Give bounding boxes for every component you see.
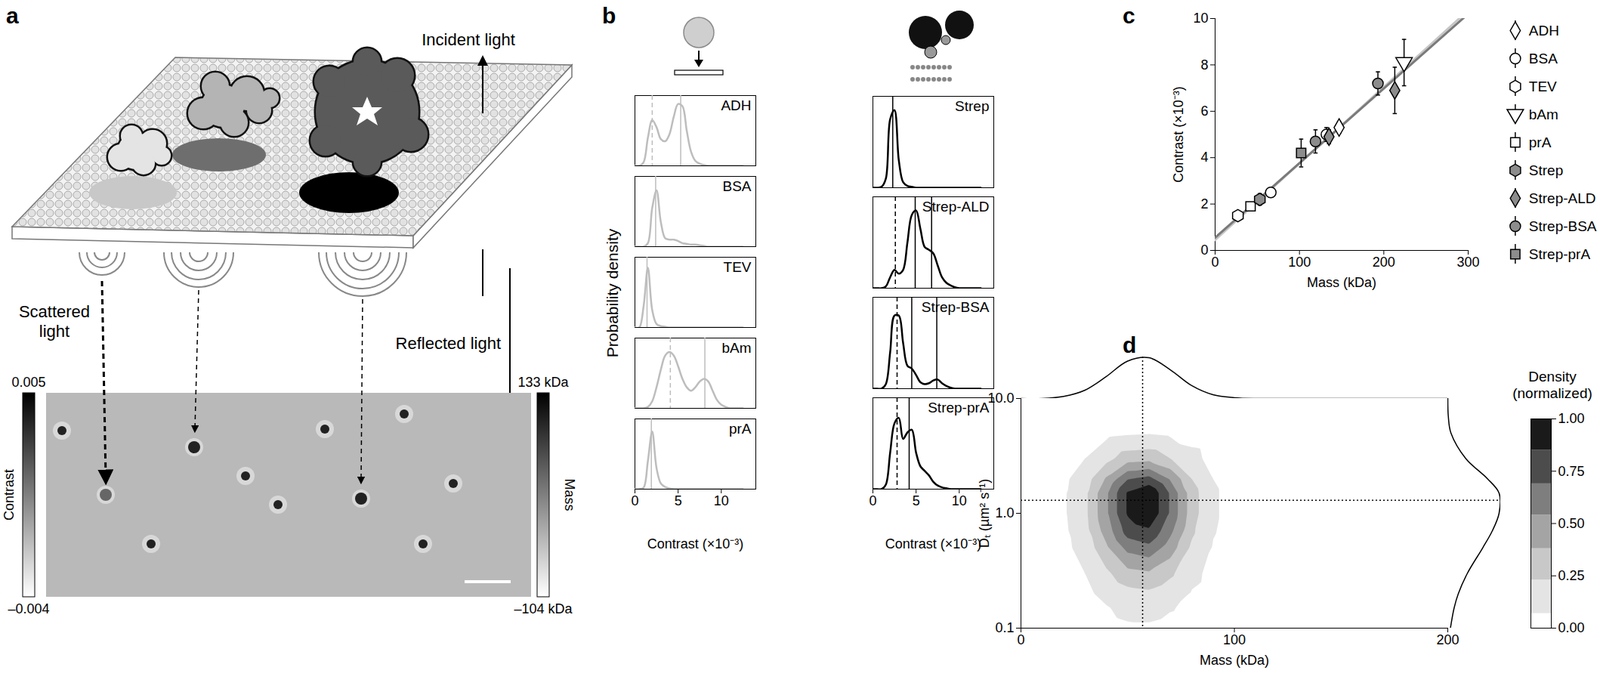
html-text:b: b [602,3,616,28]
svg-text:ADH: ADH [720,97,751,114]
svg-text:BSA: BSA [722,178,751,195]
svg-text:Strep: Strep [954,98,989,115]
svg-text:Strep-prA: Strep-prA [927,399,990,416]
svg-text:Mass (kDa): Mass (kDa) [1199,652,1270,668]
svg-text:5: 5 [674,493,683,509]
svg-text:0: 0 [868,493,877,509]
svg-text:10: 10 [1192,10,1208,26]
svg-text:Reflected light: Reflected light [395,333,501,353]
svg-text:prA: prA [1528,134,1552,151]
svg-text:TEV: TEV [1528,78,1557,95]
svg-text:Probability density: Probability density [603,228,621,358]
svg-text:10.0: 10.0 [987,390,1014,406]
svg-text:0.75: 0.75 [1558,463,1585,479]
svg-text:ADH: ADH [1528,22,1560,39]
svg-text:100: 100 [1223,632,1246,648]
svg-text:Strep-ALD: Strep-ALD [922,198,990,215]
svg-text:100: 100 [1288,254,1311,270]
svg-text:133 kDa: 133 kDa [517,374,569,390]
svg-text:5: 5 [912,493,921,509]
svg-text:–104 kDa: –104 kDa [513,601,573,617]
svg-text:light: light [39,321,70,341]
svg-text:200: 200 [1436,632,1459,648]
svg-text:2: 2 [1200,196,1208,212]
svg-text:200: 200 [1372,254,1396,270]
svg-text:Strep-prA: Strep-prA [1528,246,1591,263]
svg-text:Dₜ (µm² s⁻¹): Dₜ (µm² s⁻¹) [976,478,992,548]
svg-text:Incident light: Incident light [421,30,516,50]
svg-text:Scattered: Scattered [18,302,90,322]
svg-text:bAm: bAm [1528,106,1559,123]
svg-text:–0.004: –0.004 [7,601,50,617]
svg-text:0: 0 [1016,632,1025,648]
svg-text:Contrast (×10⁻³): Contrast (×10⁻³) [1170,86,1187,183]
svg-text:8: 8 [1200,57,1208,73]
svg-text:TEV: TEV [723,259,752,275]
svg-text:Contrast (×10⁻³): Contrast (×10⁻³) [647,536,745,552]
svg-text:Strep: Strep [1528,162,1563,179]
svg-text:Strep-BSA: Strep-BSA [1528,218,1597,235]
svg-text:0: 0 [1210,254,1219,270]
svg-text:10: 10 [951,493,967,509]
html-text:a: a [6,3,19,28]
svg-text:0.1: 0.1 [994,620,1014,636]
svg-text:0: 0 [630,493,639,509]
svg-text:300: 300 [1456,254,1480,270]
svg-text:4: 4 [1200,149,1208,165]
svg-text:Strep-ALD: Strep-ALD [1528,190,1597,207]
svg-text:6: 6 [1200,103,1208,119]
svg-text:0.50: 0.50 [1558,515,1585,532]
svg-text:Contrast: Contrast [1,469,17,521]
svg-text:bAm: bAm [721,339,751,356]
svg-text:10: 10 [713,493,729,509]
svg-text:Strep-BSA: Strep-BSA [921,299,990,316]
svg-text:0.25: 0.25 [1558,568,1585,584]
svg-text:Contrast (×10⁻³): Contrast (×10⁻³) [885,536,983,552]
svg-text:1.0: 1.0 [994,505,1014,521]
svg-text:0: 0 [1200,242,1208,258]
svg-text:1.00: 1.00 [1558,410,1585,427]
svg-text:BSA: BSA [1528,50,1558,67]
svg-text:0.005: 0.005 [11,374,46,390]
svg-text:Mass (kDa): Mass (kDa) [1306,274,1377,291]
html-text:d: d [1122,332,1137,358]
svg-text:Mass: Mass [562,478,578,511]
svg-text:prA: prA [728,420,752,437]
html-text:Density (normalized): Density (normalized) [1512,368,1593,402]
svg-text:0.00: 0.00 [1558,620,1585,636]
html-text:c: c [1122,3,1136,28]
